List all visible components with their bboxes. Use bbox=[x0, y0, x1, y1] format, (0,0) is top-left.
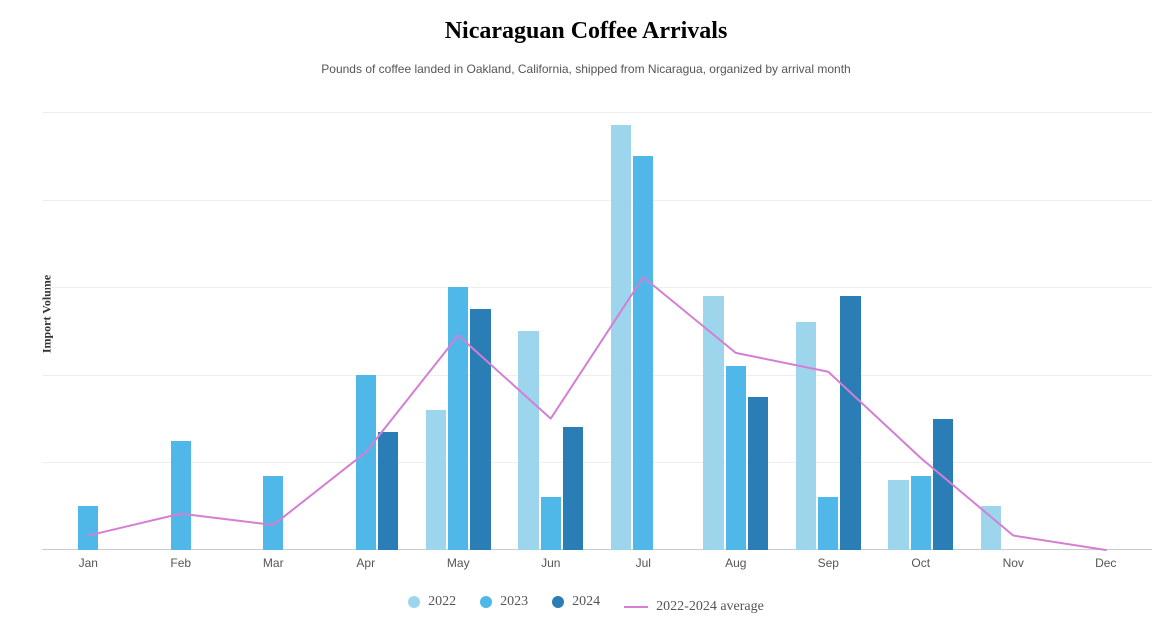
legend-item: 2023 bbox=[480, 594, 528, 610]
legend-line-swatch bbox=[624, 606, 648, 608]
legend-label: 2024 bbox=[572, 594, 600, 610]
x-tick-label: Dec bbox=[1095, 556, 1116, 570]
legend: 2022 2023 2024 2022-2024 average bbox=[0, 594, 1172, 615]
x-tick-label: May bbox=[447, 556, 470, 570]
x-tick-label: Nov bbox=[1003, 556, 1024, 570]
x-tick-label: Jul bbox=[636, 556, 651, 570]
legend-item: 2022 bbox=[408, 594, 456, 610]
legend-swatch bbox=[408, 596, 420, 608]
x-tick-label: Apr bbox=[356, 556, 375, 570]
chart-subtitle: Pounds of coffee landed in Oakland, Cali… bbox=[0, 62, 1172, 76]
legend-item: 2022-2024 average bbox=[624, 599, 764, 615]
x-tick-label: Jan bbox=[79, 556, 98, 570]
x-tick-label: Feb bbox=[170, 556, 191, 570]
legend-label: 2022-2024 average bbox=[656, 599, 764, 615]
x-tick-label: Jun bbox=[541, 556, 560, 570]
legend-swatch bbox=[480, 596, 492, 608]
legend-item: 2024 bbox=[552, 594, 600, 610]
chart-container: Nicaraguan Coffee Arrivals Pounds of cof… bbox=[0, 0, 1172, 627]
average-line bbox=[42, 112, 1152, 550]
legend-label: 2023 bbox=[500, 594, 528, 610]
x-tick-label: Sep bbox=[818, 556, 839, 570]
x-tick-label: Aug bbox=[725, 556, 746, 570]
legend-label: 2022 bbox=[428, 594, 456, 610]
legend-swatch bbox=[552, 596, 564, 608]
plot-area: JanFebMarAprMayJunJulAugSepOctNovDec bbox=[42, 112, 1152, 550]
x-tick-label: Oct bbox=[911, 556, 930, 570]
chart-title: Nicaraguan Coffee Arrivals bbox=[0, 18, 1172, 45]
x-tick-label: Mar bbox=[263, 556, 284, 570]
